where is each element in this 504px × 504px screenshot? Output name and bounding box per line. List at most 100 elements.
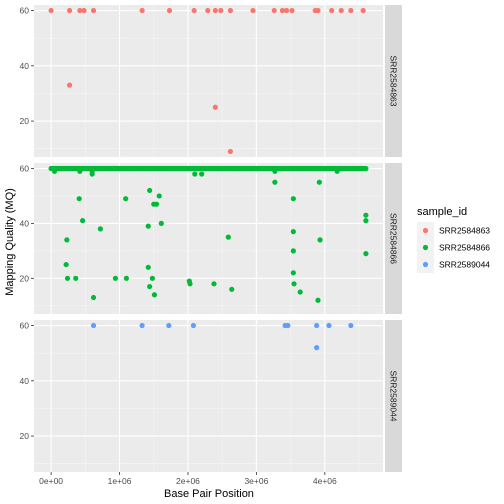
data-point bbox=[227, 148, 233, 155]
y-tick-label: 60 bbox=[20, 321, 30, 331]
facet-strip-label: SRR2584866 bbox=[389, 213, 399, 264]
data-point bbox=[283, 7, 290, 14]
data-point bbox=[89, 171, 95, 177]
data-point bbox=[77, 7, 83, 14]
data-point bbox=[48, 7, 54, 14]
data-point bbox=[147, 187, 153, 194]
data-point bbox=[290, 196, 296, 202]
data-point bbox=[149, 275, 155, 281]
data-point bbox=[290, 248, 296, 254]
data-point bbox=[363, 165, 369, 172]
data-point bbox=[63, 261, 69, 268]
y-tick-label: 20 bbox=[20, 273, 30, 283]
legend-label: SRR2584863 bbox=[439, 226, 490, 236]
x-axis: 0e+00 1e+06 2e+06 3e+06 4e+06 bbox=[39, 472, 337, 486]
data-point bbox=[64, 237, 70, 243]
data-point bbox=[272, 179, 278, 185]
data-point bbox=[316, 179, 322, 185]
data-point bbox=[326, 322, 332, 329]
data-point bbox=[291, 281, 297, 287]
data-point bbox=[205, 7, 211, 14]
data-point bbox=[76, 196, 82, 202]
legend-item: SRR2584866 bbox=[417, 239, 490, 256]
data-point bbox=[139, 322, 145, 329]
data-point bbox=[156, 193, 162, 199]
legend: sample_id SRR2584863 SRR2584866 SRR2589044 bbox=[417, 206, 490, 273]
data-point bbox=[97, 226, 103, 232]
data-point bbox=[79, 218, 86, 224]
legend-marker bbox=[422, 261, 429, 268]
x-tick-label: 1e+06 bbox=[108, 476, 132, 486]
panel-background bbox=[34, 320, 383, 472]
data-point bbox=[225, 234, 231, 240]
y-tick-label: 60 bbox=[20, 163, 30, 173]
data-point bbox=[271, 7, 277, 14]
data-point bbox=[229, 286, 235, 292]
data-point bbox=[123, 196, 129, 202]
legend-title: sample_id bbox=[417, 206, 467, 218]
data-point bbox=[81, 7, 87, 14]
data-point bbox=[199, 171, 205, 177]
data-point bbox=[187, 281, 193, 287]
data-point bbox=[66, 82, 73, 88]
legend-marker bbox=[422, 244, 429, 251]
facet-strip-label: SRR2589044 bbox=[389, 370, 399, 421]
data-point bbox=[212, 104, 218, 110]
data-point bbox=[158, 220, 164, 226]
data-point bbox=[338, 7, 344, 14]
data-point bbox=[289, 7, 295, 14]
data-point bbox=[147, 283, 153, 290]
data-point bbox=[363, 212, 369, 218]
legend-item: SRR2589044 bbox=[417, 256, 490, 273]
data-point bbox=[363, 218, 369, 224]
data-point bbox=[90, 294, 97, 301]
data-point bbox=[90, 322, 97, 329]
panel-background bbox=[34, 5, 383, 157]
data-point bbox=[212, 7, 218, 14]
data-point bbox=[145, 223, 151, 229]
facet-panel: 20 40 60 SRR2584866 bbox=[20, 163, 402, 314]
data-point bbox=[250, 7, 256, 14]
y-tick-label: 40 bbox=[20, 61, 30, 71]
facet-panels: 20 40 60 SRR2584863 20 40 60 SRR2584866 20 40 60 SR… bbox=[20, 5, 402, 472]
data-point bbox=[73, 275, 79, 281]
y-axis-title: Mapping Quality (MQ) bbox=[4, 188, 16, 296]
data-point bbox=[348, 322, 354, 329]
facet-strip bbox=[385, 163, 402, 314]
data-point bbox=[348, 7, 354, 14]
y-tick-label: 60 bbox=[20, 6, 30, 16]
data-point bbox=[90, 7, 97, 14]
panel-background bbox=[34, 163, 383, 314]
data-point bbox=[227, 7, 233, 14]
data-point bbox=[315, 297, 321, 303]
legend-marker bbox=[422, 227, 429, 234]
facet-panel: 20 40 60 SRR2589044 bbox=[20, 320, 402, 472]
data-point bbox=[279, 7, 286, 14]
data-point bbox=[145, 264, 151, 270]
data-point bbox=[151, 292, 158, 298]
data-point bbox=[285, 322, 291, 329]
x-tick-label: 0e+00 bbox=[39, 476, 63, 486]
data-point bbox=[190, 322, 197, 329]
x-axis-title: Base Pair Position bbox=[164, 488, 254, 500]
data-point bbox=[139, 7, 145, 14]
data-point bbox=[166, 7, 173, 14]
data-point bbox=[192, 171, 198, 177]
x-tick-label: 2e+06 bbox=[176, 476, 200, 486]
data-point bbox=[191, 7, 197, 14]
data-point bbox=[153, 201, 160, 207]
y-tick-label: 20 bbox=[20, 431, 30, 441]
y-tick-label: 40 bbox=[20, 218, 30, 228]
facet-strip bbox=[385, 320, 402, 472]
data-point bbox=[211, 281, 217, 287]
x-tick-label: 4e+06 bbox=[313, 476, 337, 486]
facet-strip-label: SRR2584863 bbox=[389, 55, 399, 106]
data-point bbox=[363, 251, 369, 257]
data-point bbox=[317, 237, 323, 243]
data-point bbox=[166, 322, 172, 329]
data-point bbox=[315, 7, 321, 14]
facet-panel: 20 40 60 SRR2584863 bbox=[20, 5, 402, 157]
data-point bbox=[123, 275, 129, 281]
data-point bbox=[329, 7, 335, 14]
